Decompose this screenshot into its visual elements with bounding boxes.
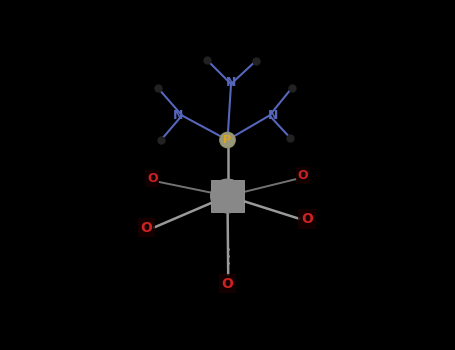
FancyBboxPatch shape <box>212 180 243 212</box>
Text: N: N <box>173 109 184 122</box>
Text: N: N <box>268 109 278 122</box>
Circle shape <box>211 179 244 213</box>
Text: O: O <box>147 172 157 185</box>
Circle shape <box>220 132 235 148</box>
Text: O: O <box>301 212 313 226</box>
Text: O: O <box>141 220 152 234</box>
Text: P: P <box>223 135 232 145</box>
Circle shape <box>212 180 243 212</box>
Circle shape <box>221 133 234 147</box>
Text: N: N <box>226 76 236 89</box>
Text: O: O <box>298 169 308 182</box>
Text: O: O <box>222 276 233 290</box>
Text: P: P <box>223 135 232 145</box>
